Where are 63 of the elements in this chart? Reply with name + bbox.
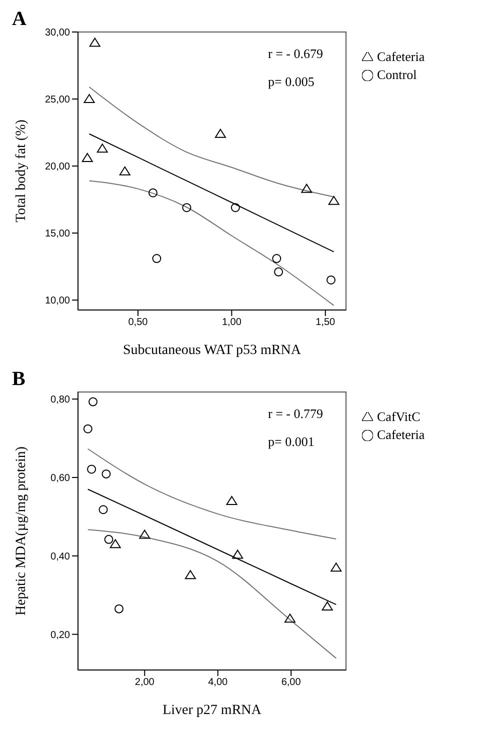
line-series: [87, 529, 337, 659]
point: [89, 38, 100, 47]
y-axis-title: Hepatic MDA(µg/mg protein): [14, 446, 29, 616]
x-tick-label: 6,00: [281, 677, 302, 688]
y-tick-label: 20,00: [44, 162, 70, 173]
point: [104, 534, 114, 544]
line-series: [88, 180, 334, 306]
point: [83, 424, 92, 434]
x-tick-label: 2,00: [134, 677, 155, 688]
annotation: r = - 0.679: [268, 46, 324, 62]
y-tick-label: 0,40: [50, 551, 70, 562]
point: [214, 128, 226, 138]
y-tick-label: 0,20: [50, 630, 70, 641]
point: [182, 203, 192, 212]
y-tick-label: 10,00: [44, 296, 70, 307]
y-tick-label: 0,80: [50, 394, 70, 406]
annotation: p= 0.005: [268, 74, 316, 90]
point: [232, 550, 244, 559]
point: [88, 397, 98, 406]
point: [114, 604, 124, 614]
line-series: [88, 133, 334, 252]
legend-label: CafVitC: [377, 409, 420, 424]
point: [82, 153, 93, 162]
y-tick-label: 30,00: [44, 28, 70, 39]
point: [87, 464, 96, 474]
x-axis-title: Liver p27 mRNA: [162, 703, 262, 718]
line-series: [87, 448, 337, 540]
point: [230, 203, 240, 212]
point: [148, 188, 158, 198]
point: [184, 570, 196, 580]
y-tick-label: 0,60: [50, 473, 70, 484]
point: [326, 275, 336, 284]
x-tick-label: 0,50: [128, 317, 148, 328]
x-axis-title: Subcutaneous WAT p53 mRNA: [123, 343, 302, 358]
point: [301, 184, 312, 193]
point: [272, 254, 282, 264]
x-tick-label: 4,00: [208, 677, 228, 688]
y-axis-title: Total body fat (%): [14, 119, 29, 222]
y-tick-label: 25,00: [44, 94, 70, 106]
legend-label: Cafeteria: [377, 49, 425, 64]
x-tick-label: 1,00: [222, 317, 242, 328]
chart-title: A: [12, 8, 26, 31]
y-tick-label: 15,00: [44, 228, 70, 240]
point: [96, 144, 108, 153]
point: [84, 94, 95, 104]
point: [226, 496, 238, 506]
point: [152, 254, 162, 264]
chart-title: B: [12, 368, 26, 391]
legend-label: Cafeteria: [377, 427, 425, 442]
legend-label: Control: [377, 67, 417, 82]
point: [139, 530, 150, 539]
point: [110, 539, 121, 548]
x-tick-label: 1,50: [316, 317, 336, 328]
annotation: p= 0.001: [268, 434, 316, 450]
annotation: r = - 0.779: [268, 406, 324, 422]
point: [119, 166, 130, 176]
point: [98, 505, 108, 514]
point: [102, 469, 111, 478]
point: [322, 601, 333, 610]
point: [274, 267, 284, 276]
point: [330, 562, 342, 572]
point: [328, 196, 340, 205]
point: [284, 614, 296, 623]
